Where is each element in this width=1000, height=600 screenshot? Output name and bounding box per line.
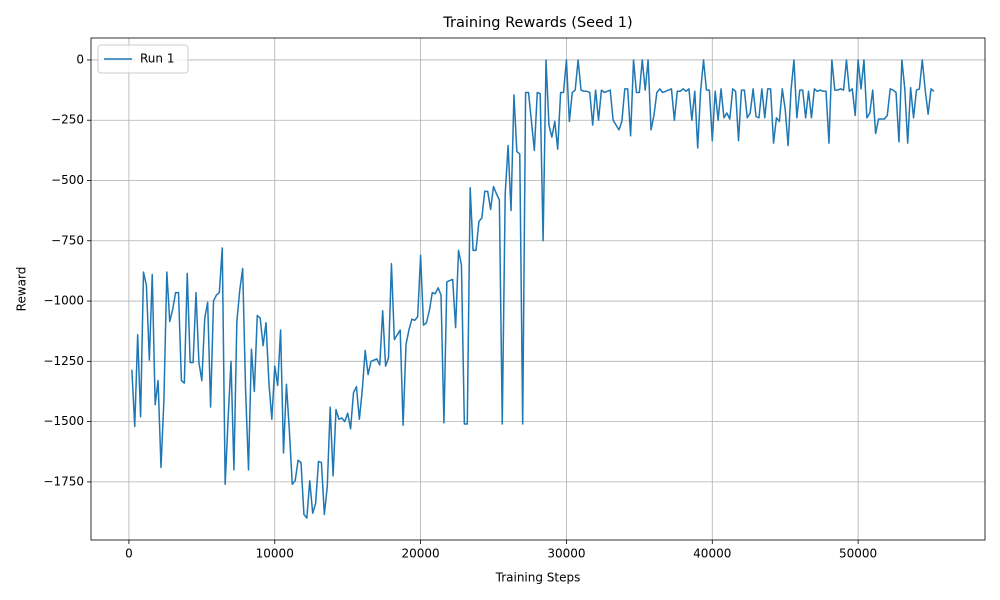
y-tick-label: −1250 (43, 354, 84, 368)
legend-label: Run 1 (140, 52, 174, 66)
y-axis-label: Reward (15, 267, 29, 312)
y-tick-label: −250 (51, 113, 84, 127)
x-tick-label: 0 (125, 547, 133, 561)
x-tick-label: 50000 (839, 547, 877, 561)
x-tick-label: 10000 (256, 547, 294, 561)
plot-area (131, 59, 935, 519)
y-tick-label: −500 (51, 173, 84, 187)
grid (91, 38, 985, 540)
x-axis-label: Training Steps (495, 571, 581, 585)
y-tick-label: −1500 (43, 414, 84, 428)
x-tick-label: 40000 (693, 547, 731, 561)
x-tick-label: 20000 (402, 547, 440, 561)
y-tick-label: −750 (51, 233, 84, 247)
y-tick-label: −1750 (43, 474, 84, 488)
data-line (131, 59, 935, 519)
legend-box (97, 44, 189, 74)
chart-title: Training Rewards (Seed 1) (442, 15, 632, 31)
axes-frame (90, 37, 986, 541)
y-tick-label: 0 (76, 52, 84, 66)
y-tick-label: −1000 (43, 294, 84, 308)
x-tick-label: 30000 (547, 547, 585, 561)
